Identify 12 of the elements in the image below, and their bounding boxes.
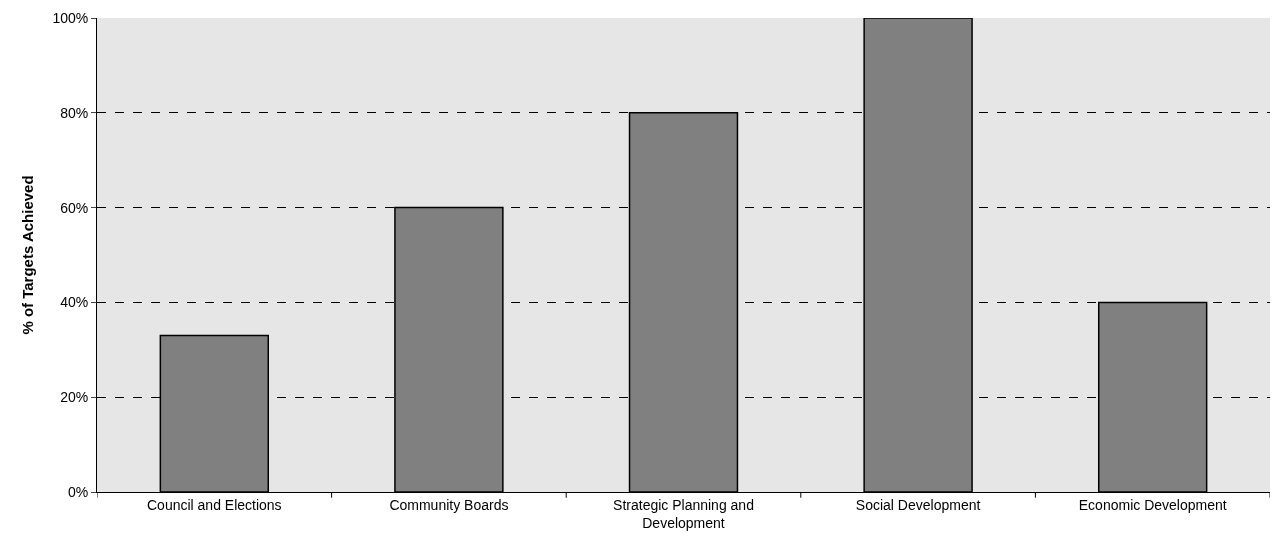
x-tick-label: Social Development <box>855 496 981 513</box>
y-tick-label: 20% <box>60 389 89 406</box>
y-tick-label: 40% <box>60 294 89 311</box>
x-tick-label: Strategic Planning and Development <box>613 496 754 531</box>
y-tick-label: 100% <box>52 9 89 26</box>
x-tick-label: Council and Elections <box>146 496 282 513</box>
x-tick-label: Economic Development <box>1078 496 1227 513</box>
y-tick-label: 80% <box>60 104 89 121</box>
y-tick-label: 0% <box>67 483 89 500</box>
x-tick-label: Community Boards <box>389 496 509 513</box>
y-axis-title: % of Targets Achieved <box>18 175 36 335</box>
y-tick-label: 60% <box>60 199 89 216</box>
